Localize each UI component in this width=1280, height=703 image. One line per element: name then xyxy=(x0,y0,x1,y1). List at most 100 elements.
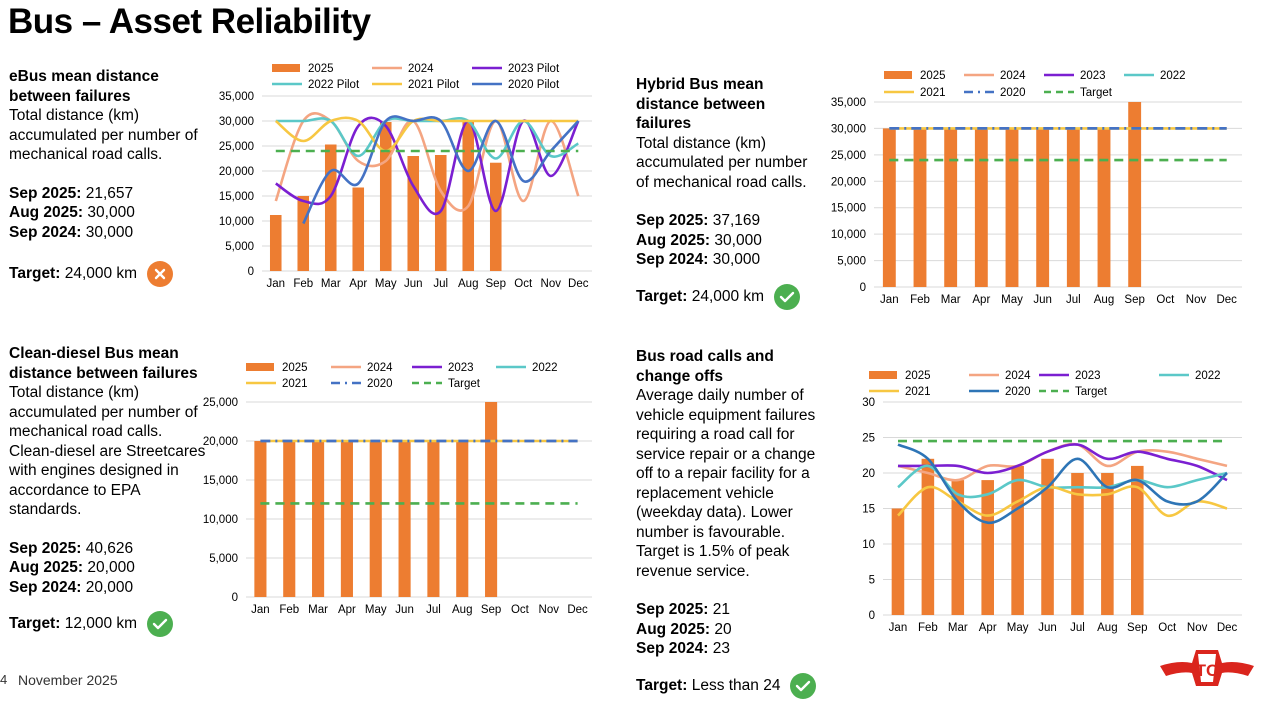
legend-label: 2025 xyxy=(905,370,931,382)
roadcalls-target: Target: Less than 24 xyxy=(636,672,826,699)
legend-label: 2022 xyxy=(1160,70,1186,82)
legend-swatch xyxy=(884,71,912,79)
y-tick-label: 10,000 xyxy=(203,514,238,526)
roadcalls-heading: Bus road calls and change offs xyxy=(636,348,774,385)
series-line xyxy=(897,464,1228,499)
x-tick-label: Oct xyxy=(511,604,530,616)
x-tick-label: Feb xyxy=(910,294,930,306)
ebus-stat-3: Sep 2024: 30,000 xyxy=(9,223,134,241)
diesel-text-block: Clean-diesel Bus mean distance between f… xyxy=(9,344,209,637)
bar xyxy=(882,128,896,287)
x-tick-label: May xyxy=(375,278,397,290)
ebus-stat-1: Sep 2025: 21,657 xyxy=(9,184,134,202)
x-tick-label: Jan xyxy=(251,604,270,616)
hybrid-heading: Hybrid Bus mean distance between failure… xyxy=(636,76,766,132)
x-tick-label: Nov xyxy=(539,604,560,616)
x-tick-label: Apr xyxy=(972,294,990,306)
x-tick-label: Mar xyxy=(308,604,328,616)
bar xyxy=(369,441,382,597)
bar xyxy=(269,215,282,271)
bar xyxy=(283,441,296,597)
legend-label: 2024 xyxy=(408,63,434,75)
roadcalls-description: Average daily number of vehicle equipmen… xyxy=(636,387,816,580)
hybrid-stat-3: Sep 2024: 30,000 xyxy=(636,251,761,268)
y-tick-label: 5 xyxy=(869,575,875,587)
bar xyxy=(1066,128,1080,287)
legend-label: 2021 xyxy=(282,378,308,390)
diesel-chart: 0 5,000 10,000 15,000 20,000 25,000 Jan Feb Mar A… xyxy=(203,362,592,616)
x-tick-label: Nov xyxy=(1187,622,1208,634)
hybrid-stat-2: Aug 2025: 30,000 xyxy=(636,231,762,249)
y-tick-label: 20,000 xyxy=(219,166,254,178)
diesel-description: Total distance (km) accumulated per numb… xyxy=(9,384,206,518)
y-tick-label: 0 xyxy=(860,282,866,294)
legend-label: 2020 xyxy=(367,378,393,390)
y-tick-label: 25 xyxy=(862,433,875,445)
x-tick-label: Jul xyxy=(426,604,441,616)
series-line xyxy=(897,443,1228,525)
x-tick-label: Aug xyxy=(452,604,472,616)
bar xyxy=(1071,473,1084,615)
series-line xyxy=(897,485,1228,518)
x-tick-label: Jul xyxy=(1066,294,1081,306)
y-tick-label: 20,000 xyxy=(831,176,866,188)
x-tick-label: Jan xyxy=(266,278,285,290)
legend-label: 2022 xyxy=(532,362,558,374)
legend-label: 2024 xyxy=(1000,70,1026,82)
x-tick-label: Jun xyxy=(1038,622,1057,634)
y-tick-label: 0 xyxy=(232,592,238,604)
bar xyxy=(340,441,353,597)
y-tick-label: 35,000 xyxy=(219,91,254,103)
bar xyxy=(1101,473,1114,615)
bar xyxy=(1041,458,1054,615)
x-tick-label: Jun xyxy=(404,278,423,290)
x-tick-label: Sep xyxy=(481,604,501,616)
bar xyxy=(434,155,447,271)
page-number: 4 xyxy=(0,672,8,687)
ebus-description: Total distance (km) accumulated per numb… xyxy=(9,107,198,163)
ttc-logo-icon: TC xyxy=(1160,650,1254,686)
roadcalls-stat-1: Sep 2025: 21 xyxy=(636,601,730,618)
x-tick-label: May xyxy=(365,604,387,616)
x-tick-label: Apr xyxy=(338,604,356,616)
x-tick-label: Jun xyxy=(395,604,414,616)
bar xyxy=(407,156,420,271)
y-tick-label: 20 xyxy=(862,468,875,480)
fail-x-icon xyxy=(147,261,174,287)
x-tick-label: Sep xyxy=(1127,622,1147,634)
x-tick-label: Apr xyxy=(979,622,997,634)
legend-label: Target xyxy=(1075,386,1108,398)
x-tick-label: Sep xyxy=(1124,294,1144,306)
x-tick-label: Feb xyxy=(293,278,313,290)
legend-label: 2021 Pilot xyxy=(408,79,460,91)
y-tick-label: 10,000 xyxy=(831,229,866,241)
pass-check-icon xyxy=(790,672,817,699)
bar xyxy=(462,122,475,271)
x-tick-label: Oct xyxy=(514,278,533,290)
y-tick-label: 15 xyxy=(862,504,875,516)
diesel-stat-3: Sep 2024: 20,000 xyxy=(9,578,134,596)
legend-label: 2021 xyxy=(920,87,946,99)
page-title: Bus – Asset Reliability xyxy=(8,2,371,41)
hybrid-stat-1: Sep 2025: 37,169 xyxy=(636,212,761,229)
x-tick-label: Dec xyxy=(567,604,588,616)
bar xyxy=(921,458,935,615)
x-tick-label: May xyxy=(1007,622,1029,634)
bar xyxy=(312,441,325,597)
bar xyxy=(398,441,411,597)
series-line xyxy=(898,443,1228,482)
bar xyxy=(1005,128,1019,287)
y-tick-label: 30,000 xyxy=(831,123,866,135)
legend-label: 2020 xyxy=(1005,386,1031,398)
legend-label: 2024 xyxy=(1005,370,1031,382)
legend-label: 2023 Pilot xyxy=(508,63,560,75)
y-tick-label: 10,000 xyxy=(219,216,254,228)
x-tick-label: Apr xyxy=(349,278,367,290)
diesel-target: Target: 12,000 km xyxy=(9,611,209,637)
x-tick-label: Jul xyxy=(1070,622,1085,634)
ebus-chart: 0 5,000 10,000 15,000 20,000 25,000 30,000 35,0… xyxy=(219,63,592,290)
bar xyxy=(379,122,392,271)
y-tick-label: 30 xyxy=(862,397,875,409)
y-tick-label: 30,000 xyxy=(219,116,254,128)
x-tick-label: Oct xyxy=(1158,622,1177,634)
